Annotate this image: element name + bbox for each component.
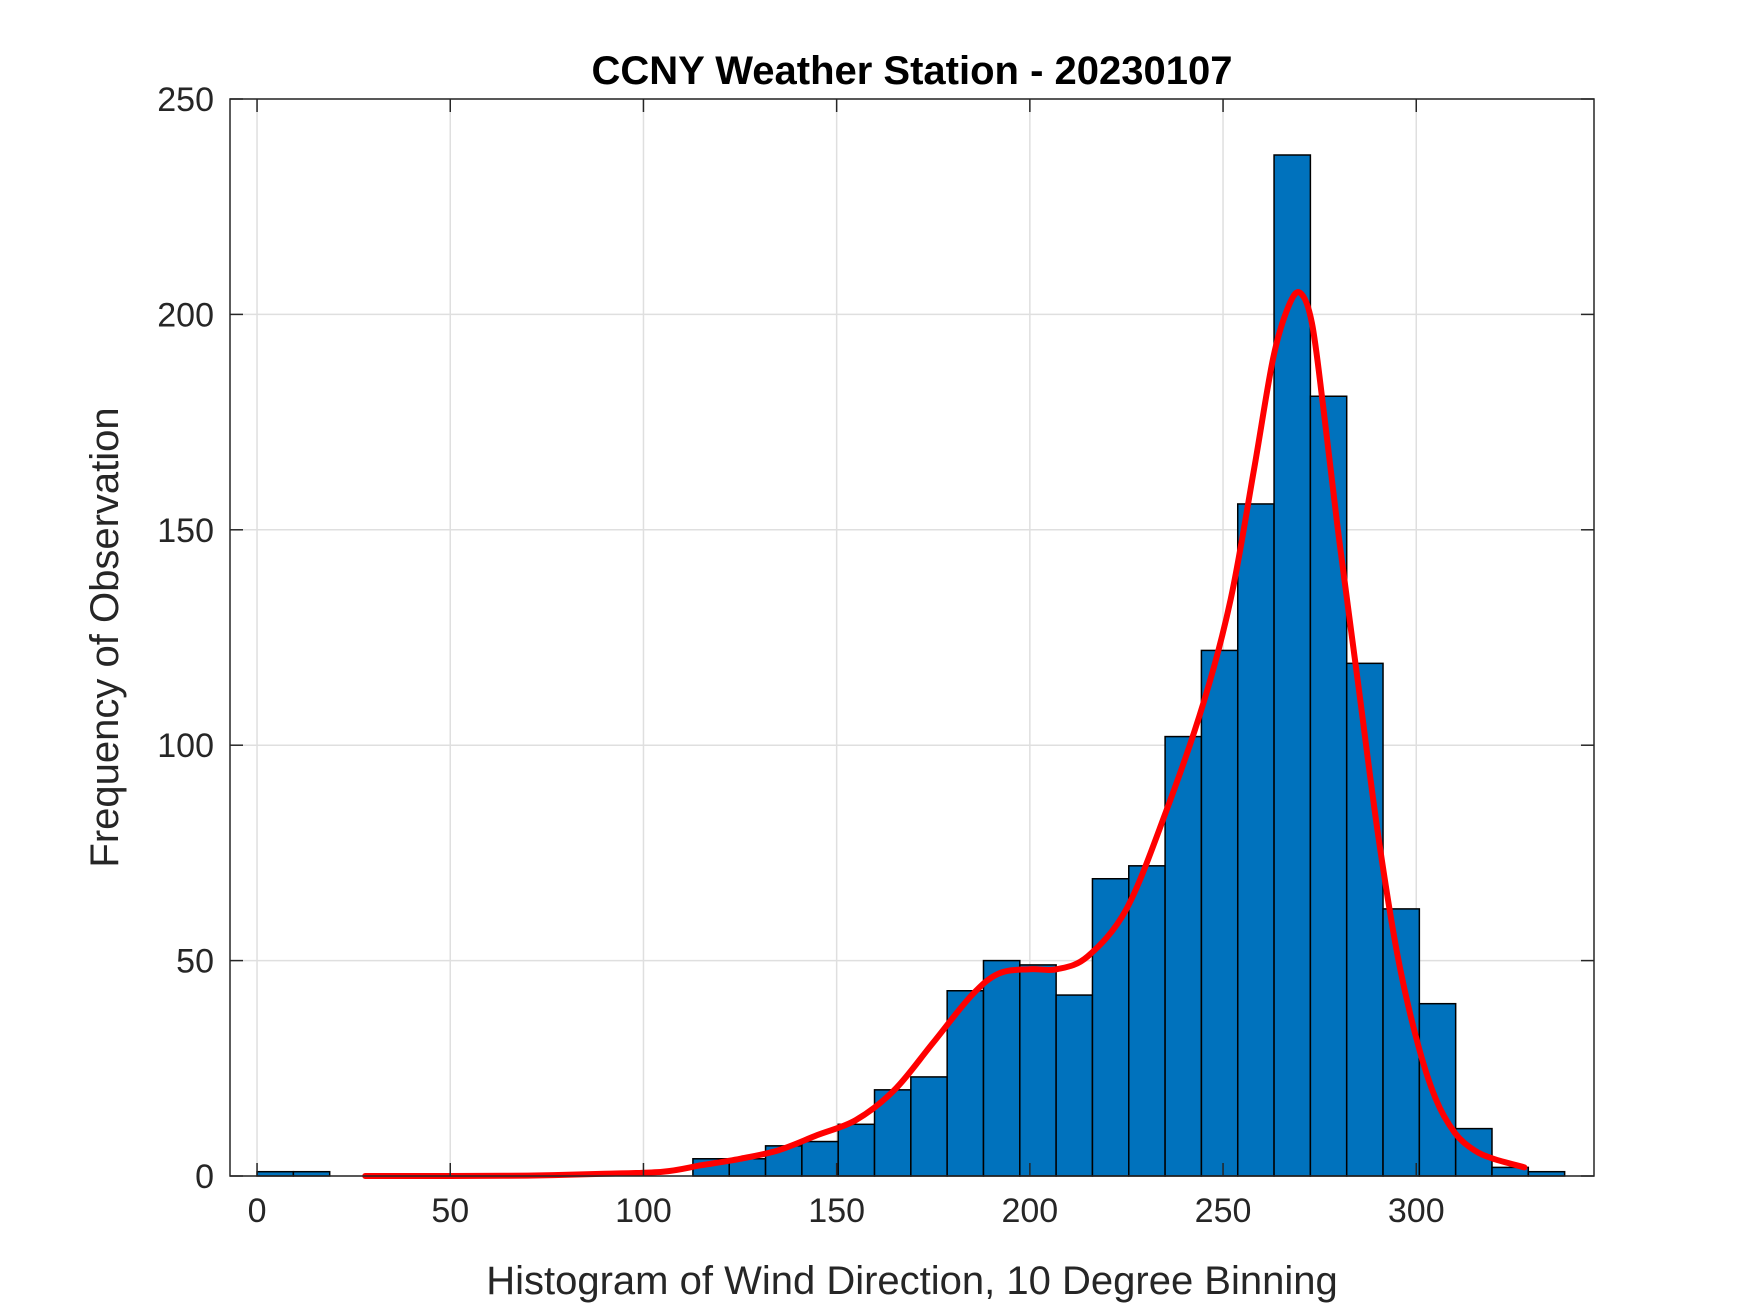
y-tick-label-200: 200 <box>157 296 214 334</box>
histogram-bar-25 <box>1164 735 1203 1177</box>
x-tick-labels: 0 50 100 150 200 250 300 <box>248 1192 1445 1230</box>
y-tick-label-50: 50 <box>176 943 214 981</box>
y-tick-label-250: 250 <box>157 81 214 119</box>
histogram-bar-31 <box>1382 908 1421 1177</box>
histogram-bar-23 <box>1091 877 1130 1177</box>
x-tick-label-50: 50 <box>431 1192 469 1230</box>
histogram-bar-29 <box>1309 395 1348 1177</box>
x-tick-label-150: 150 <box>808 1192 865 1230</box>
histogram-bar-15 <box>801 1140 839 1177</box>
y-tick-label-150: 150 <box>157 512 214 550</box>
x-tick-label-200: 200 <box>1001 1192 1058 1230</box>
histogram-bar-28 <box>1273 154 1312 1177</box>
y-axis-label: Frequency of Observation <box>83 407 127 867</box>
x-axis-label: Histogram of Wind Direction, 10 Degree B… <box>486 1259 1338 1303</box>
y-tick-label-0: 0 <box>195 1158 214 1196</box>
histogram-bars <box>256 154 1566 1177</box>
histogram-bar-20 <box>982 959 1021 1177</box>
x-tick-label-100: 100 <box>615 1192 672 1230</box>
histogram-bar-16 <box>837 1123 876 1177</box>
histogram-bar-27 <box>1236 503 1275 1177</box>
y-tick-label-100: 100 <box>157 727 214 765</box>
distribution-fit-curve <box>362 289 1528 1180</box>
x-tick-label-300: 300 <box>1388 1192 1445 1230</box>
axis-ticks <box>230 98 1594 1177</box>
histogram-bar-24 <box>1128 865 1166 1177</box>
plot-frame <box>229 98 1595 1177</box>
histogram-bar-32 <box>1418 1002 1457 1177</box>
y-tick-labels: 0 50 100 150 200 250 <box>157 81 214 1196</box>
x-tick-label-0: 0 <box>248 1192 267 1230</box>
histogram-bar-21 <box>1019 964 1057 1177</box>
x-tick-label-250: 250 <box>1195 1192 1252 1230</box>
histogram-bar-18 <box>910 1076 948 1177</box>
histogram-bar-26 <box>1200 649 1239 1177</box>
chart-title: CCNY Weather Station - 20230107 <box>592 49 1233 93</box>
histogram-bar-22 <box>1055 994 1094 1177</box>
